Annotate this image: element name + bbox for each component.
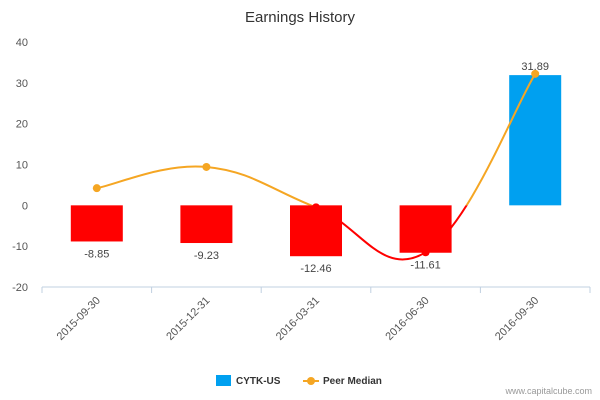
bar-data-label: -8.85 <box>84 248 109 260</box>
y-tick-label: 20 <box>16 119 28 131</box>
legend-swatch-bar <box>216 375 231 386</box>
bar-data-label: -12.46 <box>300 263 331 275</box>
y-axis: -20 -10 0 10 20 30 40 <box>12 37 28 294</box>
peer-median-line-negative <box>308 205 468 261</box>
line-series <box>92 69 540 261</box>
y-tick-label: -20 <box>12 282 28 294</box>
bar[interactable] <box>509 75 562 206</box>
bar[interactable] <box>399 205 452 253</box>
peer-median-point[interactable] <box>312 203 320 212</box>
y-tick-label: 10 <box>16 160 28 172</box>
peer-median-point[interactable] <box>202 162 211 171</box>
peer-median-line <box>96 73 537 206</box>
legend-item-cytk[interactable]: CYTK-US <box>216 375 281 387</box>
peer-median-point[interactable] <box>531 69 540 78</box>
watermark-text: www.capitalcube.com <box>504 386 592 396</box>
y-tick-label: -10 <box>12 241 28 253</box>
chart-title: Earnings History <box>245 9 356 26</box>
data-labels: -8.85 -9.23 -12.46 -11.61 31.89 <box>84 61 549 275</box>
x-tick-label: 2016-09-30 <box>493 295 541 343</box>
peer-median-point[interactable] <box>92 184 101 193</box>
bar[interactable] <box>180 205 233 244</box>
legend-item-peer-median[interactable]: Peer Median <box>303 376 382 387</box>
x-tick-label: 2016-03-31 <box>274 295 322 343</box>
legend[interactable]: CYTK-US Peer Median <box>216 375 382 387</box>
legend-label-cytk: CYTK-US <box>236 376 281 387</box>
x-tick-label: 2015-09-30 <box>55 295 103 343</box>
bar-series <box>70 75 562 257</box>
legend-swatch-marker <box>307 377 315 385</box>
x-tick-label: 2016-06-30 <box>383 295 431 343</box>
x-tick-label: 2015-12-31 <box>164 295 212 343</box>
y-tick-label: 0 <box>22 200 28 212</box>
x-axis: 2015-09-30 2015-12-31 2016-03-31 2016-06-30… <box>41 286 591 343</box>
peer-median-point[interactable] <box>421 248 430 257</box>
bar[interactable] <box>70 205 123 242</box>
legend-label-peer-median: Peer Median <box>323 376 382 387</box>
bar[interactable] <box>290 205 342 257</box>
bar-data-label: -11.61 <box>410 260 440 272</box>
bar-data-label: -9.23 <box>194 250 219 262</box>
bar-data-label: 31.89 <box>521 61 549 73</box>
y-tick-label: 30 <box>16 78 28 90</box>
y-tick-label: 40 <box>16 37 28 49</box>
